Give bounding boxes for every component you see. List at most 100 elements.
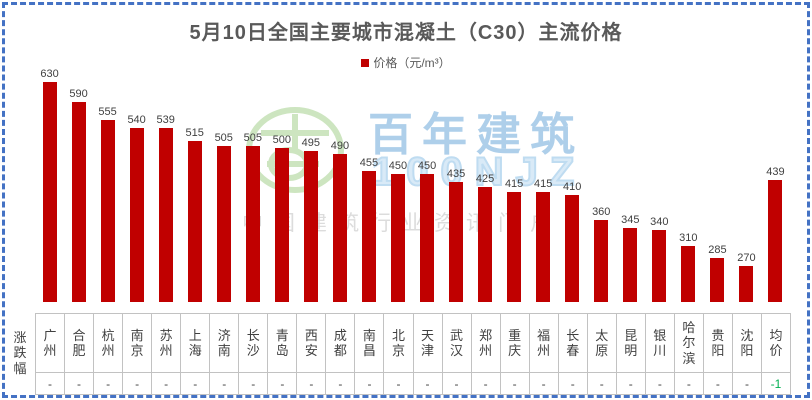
city-label: 哈尔滨	[682, 320, 696, 366]
change-cell: -	[587, 373, 617, 395]
chart-title: 5月10日全国主要城市混凝土（C30）主流价格	[189, 22, 623, 44]
bar-value-label: 455	[359, 157, 379, 169]
bar-value-label: 590	[69, 88, 88, 100]
city-cell: 武汉	[442, 314, 472, 373]
change-cell: -	[297, 373, 327, 395]
city-label: 沈阳	[740, 327, 754, 358]
bar	[100, 120, 115, 302]
bar	[449, 182, 464, 302]
city-label: 南京	[130, 327, 144, 358]
bar-column: 500	[267, 64, 296, 302]
bar-value-label: 425	[475, 173, 495, 185]
bar	[187, 141, 202, 302]
city-label: 西安	[304, 327, 318, 358]
city-label: 银川	[653, 327, 667, 358]
bar-value-label: 630	[40, 68, 59, 80]
bar-value-label: 505	[214, 132, 233, 144]
bar-column: 490	[325, 64, 354, 302]
bar-plot-area: 630 590 555 540 539 515 505 505 500 495 490 455 450 4…	[35, 64, 790, 302]
bar	[274, 148, 289, 302]
bar-column: 435	[442, 64, 471, 302]
change-cell: -	[36, 373, 66, 395]
city-cell: 杭州	[94, 314, 124, 373]
bar	[420, 174, 435, 302]
city-cell: 太原	[587, 314, 617, 373]
watermark-brand-text: 百年建筑	[368, 109, 585, 160]
change-cell: -	[326, 373, 356, 395]
bar	[245, 146, 260, 302]
bar	[681, 246, 696, 302]
change-cell: -	[210, 373, 240, 395]
bar	[623, 228, 638, 302]
city-cell: 银川	[645, 314, 675, 373]
city-cell: 北京	[384, 314, 414, 373]
city-cell: 西安	[297, 314, 327, 373]
change-cell: -	[268, 373, 298, 395]
city-cell: 昆明	[616, 314, 646, 373]
city-cell: 济南	[210, 314, 240, 373]
bar-value-label: 360	[592, 206, 611, 218]
city-label: 太原	[595, 327, 609, 358]
change-cell: -	[645, 373, 675, 395]
bar-value-label: 500	[272, 134, 291, 146]
change-cell: -	[384, 373, 414, 395]
change-cell: -	[239, 373, 269, 395]
bar	[739, 266, 754, 302]
bar-column: 540	[122, 64, 151, 302]
city-cell: 成都	[326, 314, 356, 373]
city-cell: 苏州	[152, 314, 182, 373]
city-label: 长沙	[246, 327, 260, 358]
city-label: 郑州	[479, 327, 493, 358]
bar	[768, 180, 783, 302]
bar	[129, 128, 144, 302]
bar-column: 539	[151, 64, 180, 302]
bar-column: 415	[500, 64, 529, 302]
bar-column: 415	[529, 64, 558, 302]
bar-column: 360	[587, 64, 616, 302]
bar	[42, 82, 57, 302]
bar-column: 505	[209, 64, 238, 302]
legend-label: 价格（元/m³）	[373, 56, 451, 70]
bar	[536, 192, 551, 302]
change-row-header-label: 涨跌幅	[13, 330, 27, 376]
city-label: 合肥	[72, 327, 86, 358]
city-cell: 贵阳	[703, 314, 733, 373]
city-label: 均价	[769, 327, 783, 358]
bar	[594, 220, 609, 302]
bar-column: 495	[296, 64, 325, 302]
city-cell: 重庆	[500, 314, 530, 373]
bar	[216, 146, 231, 302]
data-table: 广州 合肥 杭州 南京 苏州 上海 济南 长沙 青岛 西安 成都 南昌 北京 天津 武汉 郑州 重庆 福州 长春 太原…	[35, 313, 791, 395]
bar	[332, 154, 347, 302]
city-cell: 郑州	[471, 314, 501, 373]
change-cell: -	[65, 373, 95, 395]
bar-value-label: 490	[330, 140, 350, 152]
bar-column: 340	[645, 64, 674, 302]
bar-column: 555	[93, 64, 122, 302]
city-label: 贵阳	[711, 327, 725, 358]
bar-column: 630	[35, 64, 64, 302]
change-cell: -	[442, 373, 472, 395]
change-cell: -	[181, 373, 211, 395]
bar	[390, 174, 405, 302]
change-cell: -1	[761, 373, 791, 395]
bar-value-label: 495	[301, 137, 321, 149]
change-cell: -	[471, 373, 501, 395]
bar-value-label: 555	[98, 106, 117, 118]
city-label: 上海	[188, 327, 202, 358]
city-label: 成都	[333, 327, 347, 358]
change-cell: -	[558, 373, 588, 395]
city-label: 广州	[43, 327, 57, 358]
city-cell: 青岛	[268, 314, 298, 373]
change-cell: -	[703, 373, 733, 395]
city-cell: 长沙	[239, 314, 269, 373]
bar	[710, 258, 725, 302]
bar-column: 425	[471, 64, 500, 302]
city-cell: 哈尔滨	[674, 314, 704, 373]
city-cell: 南昌	[355, 314, 385, 373]
bar-column: 590	[64, 64, 93, 302]
city-label: 南昌	[362, 327, 376, 358]
change-cell: -	[94, 373, 124, 395]
bar-column: 410	[558, 64, 587, 302]
city-label: 济南	[217, 327, 231, 358]
